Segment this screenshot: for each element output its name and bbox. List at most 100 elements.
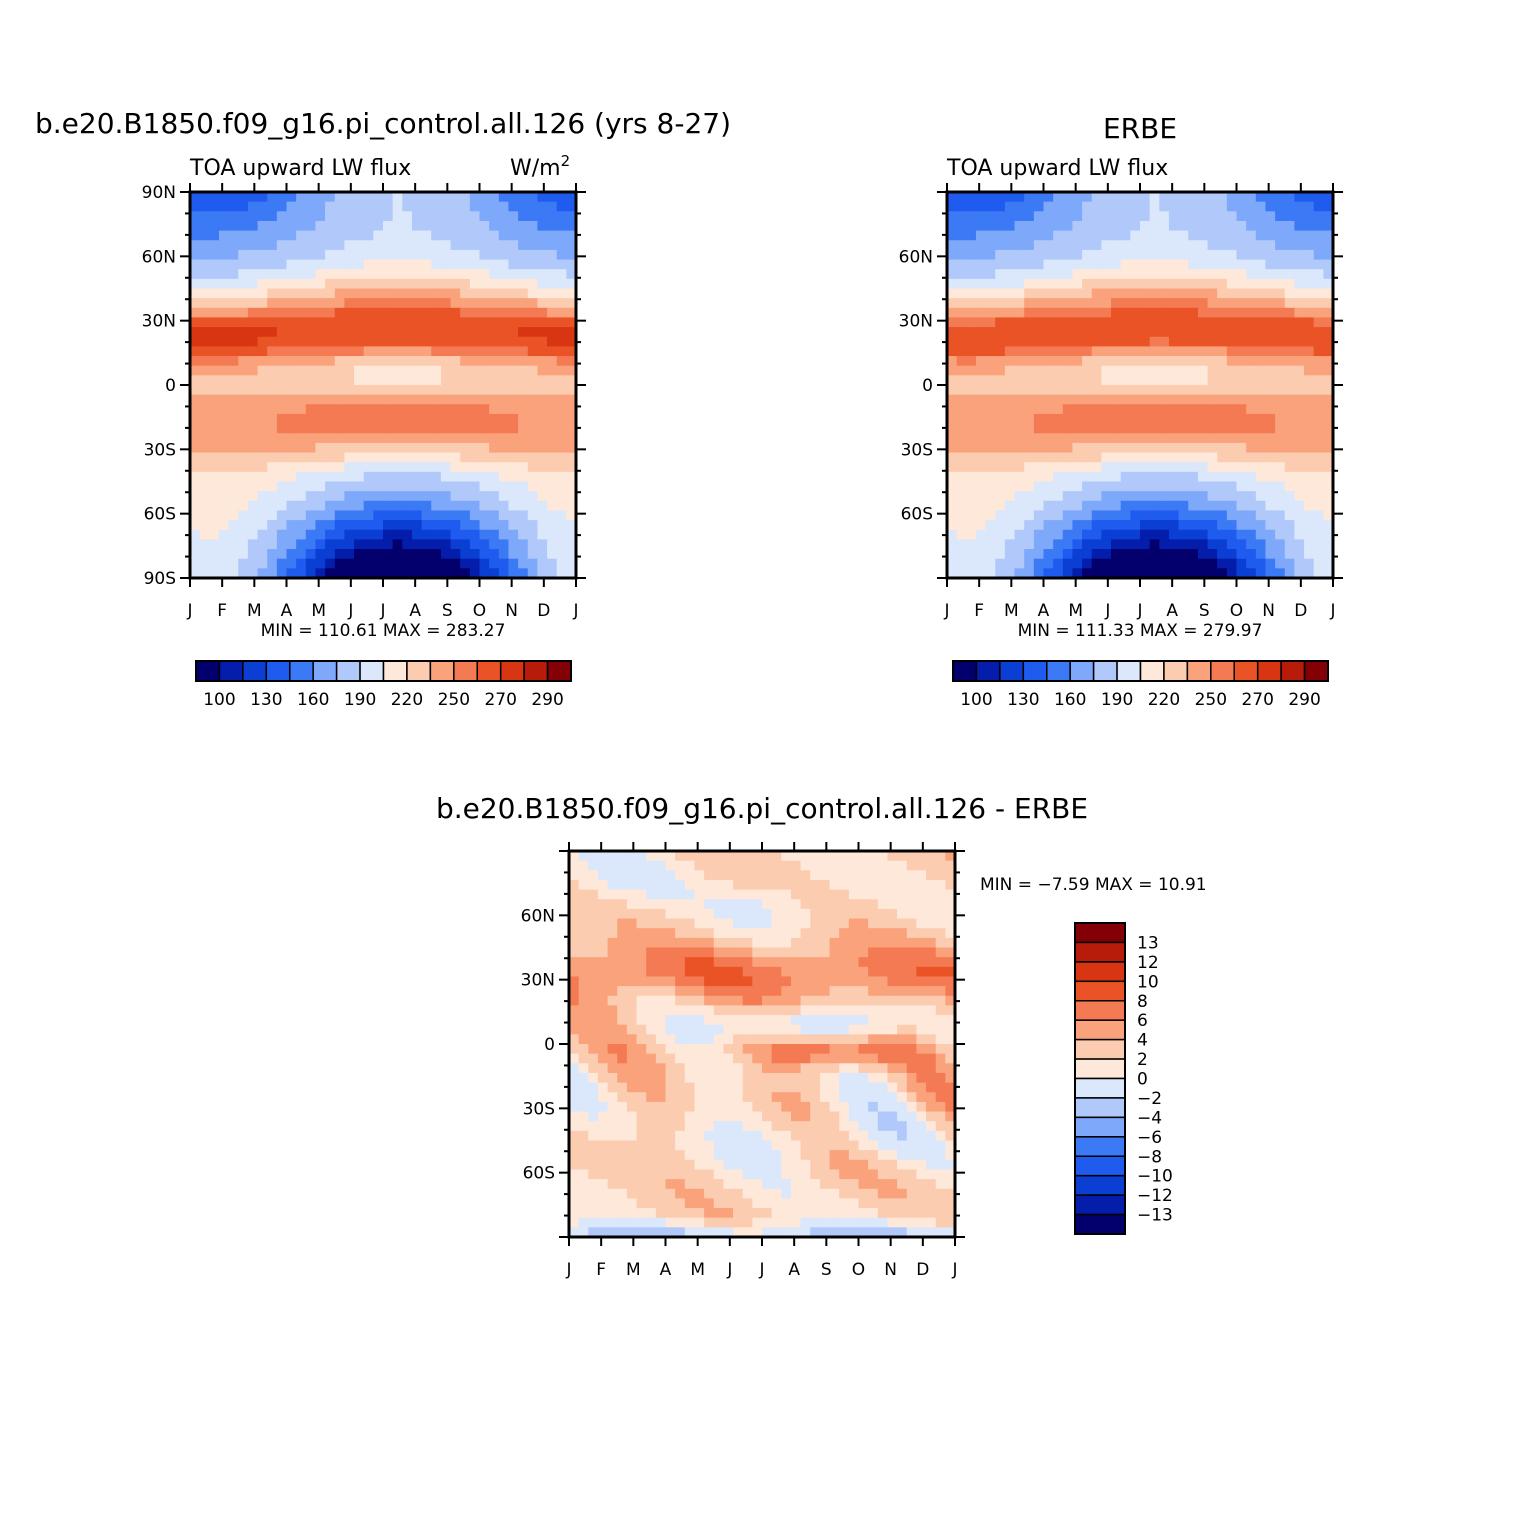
- panel-obs-cell: [1255, 549, 1267, 560]
- panel-model-cell: [363, 269, 374, 280]
- panel-diff-cell: [829, 908, 840, 920]
- panel-obs-cell: [1082, 249, 1093, 261]
- panel-model-cell: [431, 462, 442, 473]
- panel-model-cell: [469, 317, 481, 328]
- panel-model-cell: [296, 413, 307, 425]
- panel-obs-cell: [1033, 481, 1045, 492]
- panel-diff-cell: [742, 966, 753, 978]
- panel-diff-cell: [829, 899, 840, 910]
- panel-model-cell: [479, 413, 490, 425]
- panel-model-cell: [479, 385, 490, 396]
- panel-diff-cell: [771, 1217, 782, 1228]
- panel-model-cell: [228, 539, 239, 550]
- panel-model-cell: [556, 549, 567, 560]
- panel-model-cell: [354, 462, 365, 473]
- panel-obs-cell: [1265, 336, 1276, 347]
- panel-model-units-exp: 2: [561, 152, 571, 170]
- panel-obs-cell: [1149, 259, 1160, 270]
- panel-diff-cell: [588, 995, 599, 1006]
- panel-obs-cell: [1024, 510, 1035, 521]
- panel-obs-cell: [1246, 549, 1257, 560]
- panel-diff-cell: [771, 1015, 782, 1026]
- panel-obs-cell: [1101, 520, 1112, 531]
- panel-diff-cell: [742, 1217, 753, 1228]
- panel-model-cell: [354, 404, 365, 415]
- panel-obs-cell: [1217, 192, 1228, 203]
- panel-model-cell: [218, 385, 230, 396]
- panel-obs-cell: [1323, 259, 1334, 270]
- panel-model-cell: [238, 500, 249, 512]
- panel-diff-cell: [916, 1082, 927, 1093]
- panel-diff-cell: [636, 1121, 647, 1132]
- panel-diff-cell: [578, 1044, 589, 1055]
- panel-diff-cell: [935, 1063, 946, 1074]
- panel-model-cell: [498, 520, 510, 531]
- panel-diff-cell: [742, 908, 753, 920]
- panel-obs-cell: [1197, 510, 1209, 521]
- panel-diff-cell: [819, 937, 831, 949]
- panel-diff-cell: [675, 1063, 686, 1074]
- panel-obs-cell: [1226, 201, 1238, 212]
- panel-obs-cell: [1236, 288, 1247, 299]
- panel-diff-cell: [636, 1101, 647, 1113]
- panel-diff-cell: [626, 986, 638, 997]
- panel-diff-cell: [771, 1121, 782, 1132]
- panel-model-cell: [315, 539, 326, 550]
- panel-model-cell: [199, 298, 210, 309]
- panel-diff-cell: [655, 976, 667, 987]
- panel-diff-cell: [858, 879, 869, 891]
- panel-model-cell: [325, 201, 336, 212]
- panel-diff-cell: [829, 1044, 840, 1055]
- panel-obs-cell: [1255, 288, 1267, 299]
- panel-model-cell: [344, 327, 355, 338]
- panel-model-cell: [566, 442, 577, 454]
- panel-obs-cell: [1323, 452, 1334, 463]
- panel-model-cell: [402, 510, 413, 521]
- panel-model-cell: [334, 568, 345, 579]
- panel-obs-cell: [1101, 201, 1112, 212]
- panel-model-cell: [431, 192, 442, 203]
- panel-obs-cell: [956, 510, 967, 521]
- panel-obs-cell: [1033, 442, 1045, 454]
- panel-diff-cell: [839, 1198, 850, 1209]
- panel-obs-cell: [1062, 259, 1074, 270]
- panel-diff-cell: [646, 1005, 657, 1016]
- panel-diff-cell: [742, 1053, 753, 1064]
- panel-diff-cell: [897, 1082, 908, 1093]
- panel-obs-cell: [1207, 365, 1218, 376]
- panel-obs-cell: [1178, 452, 1189, 463]
- panel-obs-cell: [956, 278, 967, 290]
- panel-diff-cell: [839, 995, 850, 1006]
- panel-obs-cell: [956, 249, 967, 261]
- panel-diff-cell: [704, 995, 715, 1006]
- panel-diff-cell: [810, 1217, 821, 1228]
- panel-model-colorbar-label: 270: [484, 690, 516, 710]
- panel-diff-cell: [839, 1150, 850, 1161]
- panel-model-cell: [383, 481, 394, 492]
- panel-obs-cell: [1168, 491, 1180, 502]
- panel-obs-cell: [1323, 413, 1334, 425]
- panel-obs-cell: [1111, 307, 1122, 319]
- panel-obs-cell: [1024, 259, 1035, 270]
- panel-diff-cell: [636, 1188, 647, 1199]
- panel-model-cell: [450, 423, 461, 434]
- panel-model-cell: [537, 307, 548, 319]
- panel-model-cell: [498, 413, 510, 425]
- panel-obs-cell: [1226, 433, 1238, 444]
- panel-obs-cell: [1304, 365, 1315, 376]
- panel-obs-cell: [1091, 394, 1102, 405]
- panel-diff-cell: [578, 1208, 589, 1219]
- panel-obs-cell: [1275, 500, 1286, 512]
- panel-model-cell: [469, 568, 481, 579]
- panel-diff-cell: [839, 1169, 850, 1180]
- panel-obs-cell: [1053, 500, 1064, 512]
- panel-obs-cell: [1188, 452, 1199, 463]
- panel-model-cell: [547, 500, 558, 512]
- panel-obs-cell: [1043, 249, 1054, 261]
- panel-diff-cell: [569, 1015, 580, 1026]
- panel-diff-cell: [935, 957, 946, 968]
- panel-model-cell: [305, 442, 317, 454]
- panel-diff-cell: [675, 986, 686, 997]
- panel-model-cell: [508, 211, 519, 222]
- panel-model-cell: [392, 452, 403, 463]
